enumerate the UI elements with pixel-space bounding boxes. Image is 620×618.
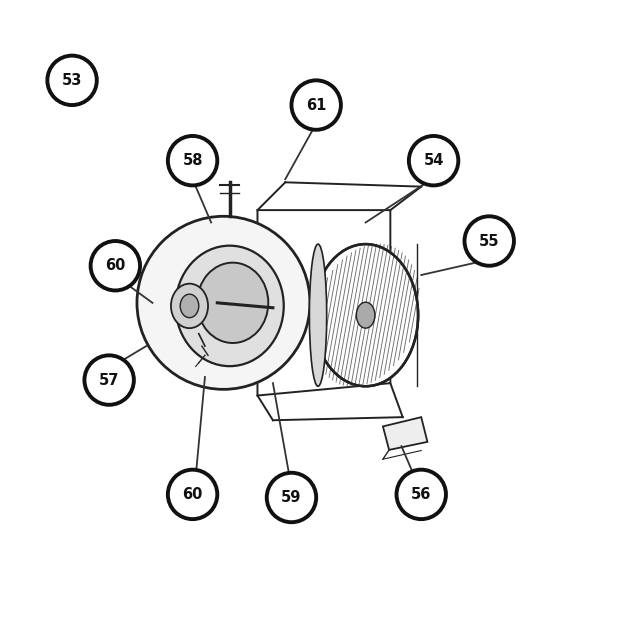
Ellipse shape (356, 302, 375, 328)
Text: 59: 59 (281, 490, 302, 505)
Ellipse shape (180, 294, 199, 318)
Ellipse shape (197, 263, 268, 343)
Circle shape (409, 136, 458, 185)
Ellipse shape (313, 244, 418, 386)
Polygon shape (383, 417, 427, 450)
Text: 56: 56 (411, 487, 432, 502)
Text: 55: 55 (479, 234, 500, 248)
Text: 60: 60 (182, 487, 203, 502)
Ellipse shape (175, 246, 284, 366)
Circle shape (168, 136, 217, 185)
Ellipse shape (171, 284, 208, 328)
Circle shape (91, 241, 140, 290)
Circle shape (291, 80, 341, 130)
Circle shape (84, 355, 134, 405)
Text: 57: 57 (99, 373, 119, 387)
Text: 60: 60 (105, 258, 125, 273)
Text: 61: 61 (306, 98, 326, 112)
Circle shape (168, 470, 217, 519)
Text: 58: 58 (182, 153, 203, 168)
Text: 53: 53 (62, 73, 82, 88)
Text: 54: 54 (423, 153, 444, 168)
Circle shape (137, 216, 310, 389)
Circle shape (47, 56, 97, 105)
Circle shape (464, 216, 514, 266)
Circle shape (397, 470, 446, 519)
Ellipse shape (309, 244, 327, 386)
Circle shape (267, 473, 316, 522)
